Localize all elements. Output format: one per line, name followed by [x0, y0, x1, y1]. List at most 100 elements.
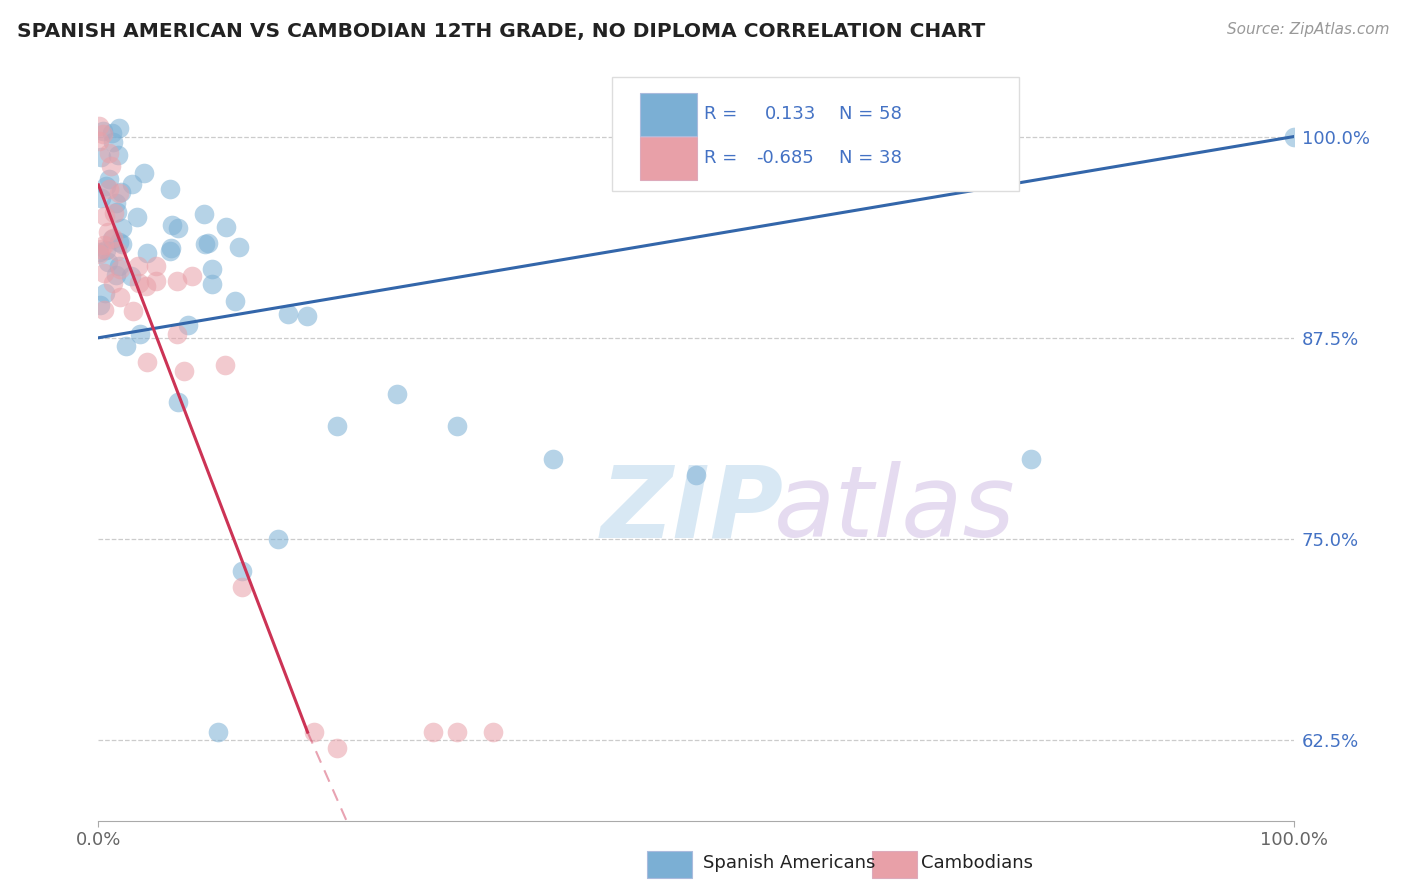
Point [115, 338, 138, 352]
Point [93, 237, 115, 252]
Point [97, 225, 120, 239]
Point [96, 179, 118, 194]
FancyBboxPatch shape [640, 137, 697, 180]
Point [101, 230, 124, 244]
Point [173, 364, 195, 378]
Text: atlas: atlas [773, 461, 1015, 558]
Point [90, 242, 112, 256]
Text: ZIP: ZIP [600, 461, 783, 558]
Point [107, 147, 129, 161]
Point [132, 166, 155, 180]
Point [128, 326, 150, 341]
Point [193, 207, 215, 221]
Point [87, 247, 110, 261]
Point [224, 293, 246, 308]
Point [135, 279, 157, 293]
Point [128, 277, 150, 291]
Text: R =: R = [704, 149, 738, 167]
Point [326, 741, 349, 756]
Text: R =: R = [704, 104, 738, 122]
Point [422, 725, 444, 739]
Point [90, 191, 112, 205]
Point [111, 220, 134, 235]
Point [481, 725, 505, 739]
Point [110, 185, 132, 199]
Point [108, 261, 131, 276]
Point [228, 240, 250, 254]
Point [93, 209, 115, 223]
Point [120, 269, 142, 284]
Point [91, 123, 114, 137]
Point [446, 419, 468, 434]
Point [93, 303, 115, 318]
Point [159, 182, 181, 196]
Point [385, 387, 409, 401]
Point [103, 206, 125, 220]
Point [105, 195, 128, 210]
Point [302, 725, 325, 739]
Point [446, 725, 468, 739]
Point [101, 135, 124, 149]
Point [167, 394, 190, 409]
Point [214, 358, 236, 372]
Point [121, 177, 143, 191]
Point [104, 268, 127, 282]
Point [94, 285, 117, 300]
Point [110, 236, 132, 251]
Point [166, 326, 188, 341]
Text: 0.133: 0.133 [765, 104, 817, 122]
Point [685, 467, 707, 482]
Point [90, 150, 112, 164]
Point [160, 241, 183, 255]
Point [181, 269, 204, 284]
Point [94, 243, 117, 257]
Point [136, 245, 159, 260]
Point [135, 355, 157, 369]
Point [145, 274, 167, 288]
Text: N = 38: N = 38 [839, 149, 903, 167]
Point [145, 259, 167, 273]
Point [87, 134, 110, 148]
Text: Source: ZipAtlas.com: Source: ZipAtlas.com [1226, 22, 1389, 37]
Point [177, 318, 200, 332]
Point [121, 304, 143, 318]
Point [541, 451, 564, 466]
Point [127, 259, 149, 273]
Point [101, 232, 124, 246]
Point [326, 419, 349, 434]
Point [201, 277, 224, 291]
Point [89, 298, 111, 312]
Point [97, 182, 120, 196]
Point [100, 160, 122, 174]
Point [93, 267, 115, 281]
Point [166, 274, 188, 288]
Point [91, 127, 114, 141]
Text: Cambodians: Cambodians [921, 855, 1033, 872]
Point [231, 564, 253, 578]
FancyBboxPatch shape [640, 93, 697, 136]
Point [267, 532, 290, 546]
Point [167, 221, 190, 235]
Point [97, 172, 120, 186]
Point [1282, 129, 1305, 144]
Point [277, 307, 299, 321]
Point [97, 255, 120, 269]
Point [159, 244, 181, 258]
Point [107, 186, 129, 200]
Point [1019, 451, 1042, 466]
Point [295, 310, 318, 324]
Point [194, 236, 217, 251]
Point [108, 235, 131, 250]
Point [105, 244, 128, 258]
Point [125, 210, 148, 224]
Point [110, 290, 132, 304]
Point [101, 126, 124, 140]
Point [201, 262, 224, 277]
FancyBboxPatch shape [613, 77, 1019, 191]
Point [162, 218, 184, 232]
Point [105, 205, 128, 219]
Point [107, 121, 129, 136]
Text: Spanish Americans: Spanish Americans [703, 855, 876, 872]
Text: N = 58: N = 58 [839, 104, 903, 122]
Point [98, 145, 121, 160]
